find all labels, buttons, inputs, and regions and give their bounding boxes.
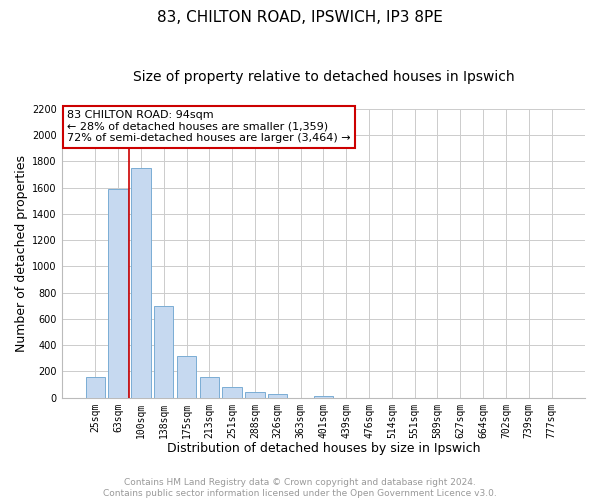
Bar [109,189,128,398]
Bar [154,306,173,398]
Text: 83 CHILTON ROAD: 94sqm
← 28% of detached houses are smaller (1,359)
72% of semi-: 83 CHILTON ROAD: 94sqm ← 28% of detached… [67,110,350,144]
Bar [200,378,219,398]
X-axis label: Distribution of detached houses by size in Ipswich: Distribution of detached houses by size … [167,442,480,455]
Text: Contains HM Land Registry data © Crown copyright and database right 2024.
Contai: Contains HM Land Registry data © Crown c… [103,478,497,498]
Bar [86,376,105,398]
Bar [245,392,265,398]
Bar [314,396,333,398]
Bar [177,356,196,398]
Bar [223,387,242,398]
Text: 83, CHILTON ROAD, IPSWICH, IP3 8PE: 83, CHILTON ROAD, IPSWICH, IP3 8PE [157,10,443,25]
Y-axis label: Number of detached properties: Number of detached properties [15,155,28,352]
Title: Size of property relative to detached houses in Ipswich: Size of property relative to detached ho… [133,70,514,84]
Bar [131,168,151,398]
Bar [268,394,287,398]
